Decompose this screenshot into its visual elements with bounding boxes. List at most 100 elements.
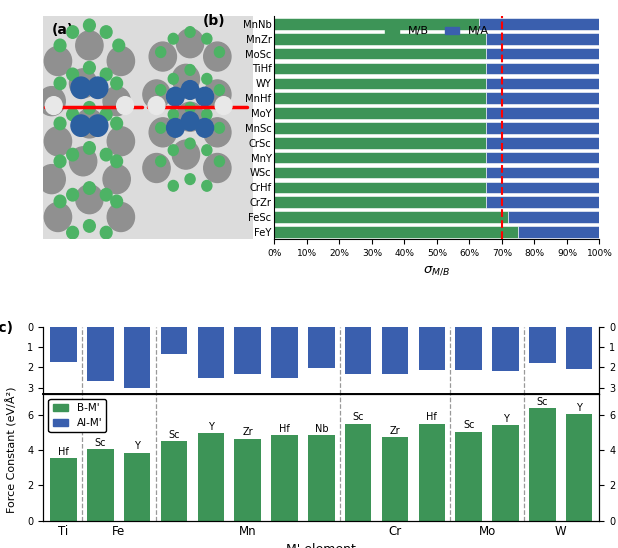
X-axis label: M' element: M' element bbox=[286, 543, 357, 548]
Circle shape bbox=[44, 203, 72, 231]
Text: Hf: Hf bbox=[426, 413, 438, 423]
Text: Hf: Hf bbox=[279, 424, 290, 434]
Circle shape bbox=[67, 226, 78, 239]
Bar bbox=[274, 48, 486, 59]
Text: Sc: Sc bbox=[463, 420, 475, 430]
Circle shape bbox=[168, 73, 179, 84]
Text: Zr: Zr bbox=[390, 426, 400, 436]
Circle shape bbox=[67, 189, 78, 201]
Circle shape bbox=[111, 155, 122, 168]
Circle shape bbox=[168, 145, 179, 156]
Circle shape bbox=[83, 61, 95, 74]
Text: Force Constant (eV/Å²): Force Constant (eV/Å²) bbox=[6, 386, 17, 512]
Circle shape bbox=[83, 101, 95, 114]
Text: Nb: Nb bbox=[315, 424, 328, 434]
Circle shape bbox=[149, 42, 176, 71]
X-axis label: $\sigma_{M/B}$: $\sigma_{M/B}$ bbox=[423, 264, 451, 277]
Circle shape bbox=[181, 81, 199, 99]
Circle shape bbox=[100, 226, 112, 239]
Circle shape bbox=[67, 26, 78, 38]
Circle shape bbox=[83, 220, 95, 232]
Bar bbox=[274, 122, 486, 134]
Bar bbox=[271, 435, 298, 521]
Bar bbox=[274, 196, 486, 208]
Circle shape bbox=[54, 195, 66, 208]
Bar bbox=[493, 425, 519, 521]
Circle shape bbox=[185, 174, 195, 185]
Circle shape bbox=[71, 77, 91, 99]
Bar bbox=[50, 327, 77, 362]
Text: Sc: Sc bbox=[95, 438, 106, 448]
Circle shape bbox=[143, 80, 170, 109]
Bar bbox=[274, 93, 486, 104]
Circle shape bbox=[103, 87, 130, 116]
Bar bbox=[486, 122, 599, 134]
Circle shape bbox=[156, 156, 166, 167]
Text: Y: Y bbox=[134, 442, 140, 452]
Circle shape bbox=[88, 77, 108, 99]
Bar bbox=[274, 77, 486, 89]
Circle shape bbox=[196, 118, 214, 137]
Bar bbox=[493, 327, 519, 372]
Circle shape bbox=[185, 138, 195, 149]
Circle shape bbox=[76, 31, 103, 60]
Text: Y: Y bbox=[502, 414, 509, 424]
Bar bbox=[509, 211, 599, 223]
Circle shape bbox=[214, 123, 224, 133]
Bar bbox=[161, 441, 187, 521]
Circle shape bbox=[108, 203, 135, 231]
Circle shape bbox=[204, 118, 231, 147]
Circle shape bbox=[202, 180, 212, 191]
Circle shape bbox=[76, 185, 103, 214]
Circle shape bbox=[214, 156, 224, 167]
Bar bbox=[486, 62, 599, 74]
Circle shape bbox=[202, 145, 212, 156]
Bar bbox=[50, 458, 77, 521]
Circle shape bbox=[103, 164, 130, 193]
Circle shape bbox=[69, 69, 97, 98]
Circle shape bbox=[69, 147, 97, 176]
Circle shape bbox=[176, 102, 204, 131]
Bar bbox=[486, 93, 599, 104]
Circle shape bbox=[100, 109, 112, 121]
Circle shape bbox=[148, 96, 165, 115]
Bar bbox=[234, 327, 261, 374]
Circle shape bbox=[214, 84, 224, 95]
Circle shape bbox=[204, 80, 231, 109]
Circle shape bbox=[71, 115, 91, 136]
Circle shape bbox=[143, 153, 170, 182]
Text: (c): (c) bbox=[0, 322, 14, 335]
Circle shape bbox=[156, 84, 166, 95]
Bar bbox=[382, 327, 408, 374]
Bar bbox=[274, 211, 509, 223]
Circle shape bbox=[113, 39, 125, 52]
Text: Sc: Sc bbox=[536, 397, 548, 407]
Circle shape bbox=[185, 65, 195, 75]
Circle shape bbox=[38, 87, 66, 116]
Bar bbox=[486, 167, 599, 178]
Circle shape bbox=[54, 155, 66, 168]
Circle shape bbox=[167, 118, 184, 137]
Circle shape bbox=[76, 109, 103, 138]
Circle shape bbox=[100, 189, 112, 201]
Circle shape bbox=[204, 42, 231, 71]
Bar bbox=[518, 226, 599, 238]
Circle shape bbox=[67, 68, 78, 81]
Bar bbox=[274, 107, 486, 119]
Legend: M/B, M/A: M/B, M/A bbox=[381, 22, 493, 41]
Bar bbox=[486, 152, 599, 163]
Bar bbox=[455, 431, 482, 521]
Bar bbox=[87, 449, 114, 521]
Circle shape bbox=[88, 115, 108, 136]
Text: (a): (a) bbox=[52, 23, 74, 37]
Bar bbox=[566, 327, 593, 369]
Circle shape bbox=[202, 109, 212, 120]
Bar bbox=[124, 327, 150, 387]
Circle shape bbox=[83, 182, 95, 195]
Circle shape bbox=[38, 164, 66, 193]
Bar bbox=[198, 433, 224, 521]
Circle shape bbox=[54, 117, 66, 130]
Bar bbox=[486, 33, 599, 44]
Circle shape bbox=[54, 77, 66, 89]
Bar bbox=[198, 327, 224, 379]
